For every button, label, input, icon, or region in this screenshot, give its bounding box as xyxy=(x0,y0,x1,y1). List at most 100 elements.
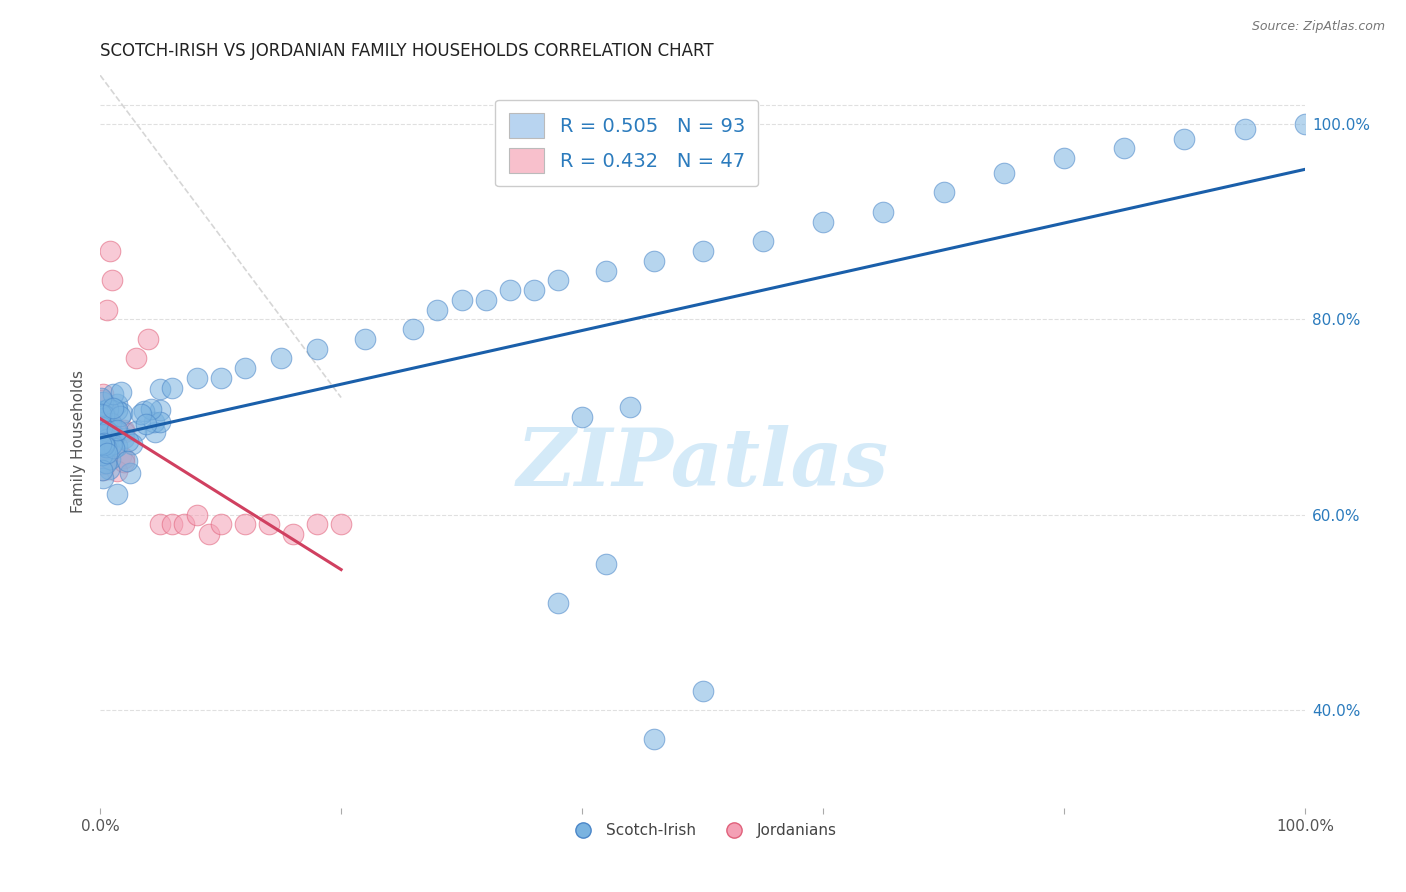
Point xyxy=(1173,131,1195,145)
Point xyxy=(692,683,714,698)
Point xyxy=(93,404,115,418)
Point xyxy=(91,438,114,452)
Point xyxy=(105,439,128,453)
Point xyxy=(692,244,714,258)
Point xyxy=(197,527,219,541)
Point xyxy=(209,517,232,532)
Point xyxy=(93,408,115,422)
Point xyxy=(523,283,546,297)
Point xyxy=(91,395,114,409)
Point xyxy=(270,351,292,366)
Point xyxy=(91,420,114,434)
Text: ZIPatlas: ZIPatlas xyxy=(516,425,889,502)
Point xyxy=(426,302,449,317)
Point xyxy=(100,417,122,431)
Point xyxy=(96,432,118,446)
Point xyxy=(103,428,125,442)
Point xyxy=(571,410,593,425)
Y-axis label: Family Households: Family Households xyxy=(72,370,86,513)
Point xyxy=(121,437,143,451)
Point xyxy=(143,425,166,439)
Point xyxy=(112,425,135,439)
Point xyxy=(93,420,115,434)
Point xyxy=(97,401,120,416)
Point xyxy=(93,442,115,456)
Point xyxy=(105,424,128,438)
Point xyxy=(91,413,114,427)
Point xyxy=(101,273,124,287)
Point xyxy=(111,406,134,420)
Point xyxy=(136,332,159,346)
Point xyxy=(90,418,112,433)
Point xyxy=(105,423,128,437)
Point xyxy=(101,386,124,401)
Point xyxy=(139,401,162,416)
Point xyxy=(105,486,128,500)
Point xyxy=(91,471,114,485)
Point xyxy=(94,440,117,454)
Point xyxy=(96,417,118,432)
Point xyxy=(90,437,112,451)
Text: SCOTCH-IRISH VS JORDANIAN FAMILY HOUSEHOLDS CORRELATION CHART: SCOTCH-IRISH VS JORDANIAN FAMILY HOUSEHO… xyxy=(100,42,714,60)
Point xyxy=(932,186,955,200)
Point xyxy=(186,371,208,385)
Point xyxy=(149,415,172,429)
Point xyxy=(103,441,125,455)
Point xyxy=(129,407,152,421)
Point xyxy=(90,427,112,442)
Point xyxy=(209,371,232,385)
Point xyxy=(90,433,112,447)
Point xyxy=(112,455,135,469)
Point xyxy=(619,401,641,415)
Point xyxy=(872,205,894,219)
Point xyxy=(91,443,114,458)
Legend: Scotch-Irish, Jordanians: Scotch-Irish, Jordanians xyxy=(562,817,844,844)
Point xyxy=(94,447,117,461)
Point xyxy=(142,415,165,429)
Point xyxy=(547,273,569,287)
Point xyxy=(91,418,114,433)
Point xyxy=(96,439,118,453)
Point xyxy=(105,464,128,478)
Point xyxy=(96,302,118,317)
Point xyxy=(1114,141,1136,155)
Point xyxy=(97,462,120,476)
Point xyxy=(90,419,112,434)
Point xyxy=(91,457,114,471)
Point xyxy=(90,391,112,405)
Point xyxy=(91,420,114,434)
Point xyxy=(233,361,256,376)
Point xyxy=(110,385,132,400)
Point xyxy=(93,462,115,476)
Point xyxy=(91,420,114,434)
Point xyxy=(91,449,114,463)
Point xyxy=(993,166,1015,180)
Point xyxy=(402,322,425,336)
Point xyxy=(474,293,496,307)
Point xyxy=(149,403,172,417)
Point xyxy=(93,438,115,452)
Point xyxy=(105,397,128,411)
Point xyxy=(354,332,377,346)
Point xyxy=(330,517,353,532)
Point xyxy=(96,425,118,439)
Point xyxy=(115,454,138,468)
Point xyxy=(91,387,114,401)
Point xyxy=(132,404,155,418)
Point xyxy=(305,342,328,356)
Point xyxy=(112,423,135,437)
Point xyxy=(96,456,118,470)
Point xyxy=(96,419,118,434)
Point xyxy=(1053,151,1076,165)
Point xyxy=(162,381,184,395)
Point xyxy=(643,253,665,268)
Point xyxy=(752,234,775,248)
Point xyxy=(94,422,117,436)
Point xyxy=(112,450,135,465)
Point xyxy=(547,596,569,610)
Point xyxy=(98,244,121,258)
Point xyxy=(125,351,148,366)
Point xyxy=(98,416,121,430)
Point xyxy=(98,452,121,467)
Point xyxy=(108,409,131,423)
